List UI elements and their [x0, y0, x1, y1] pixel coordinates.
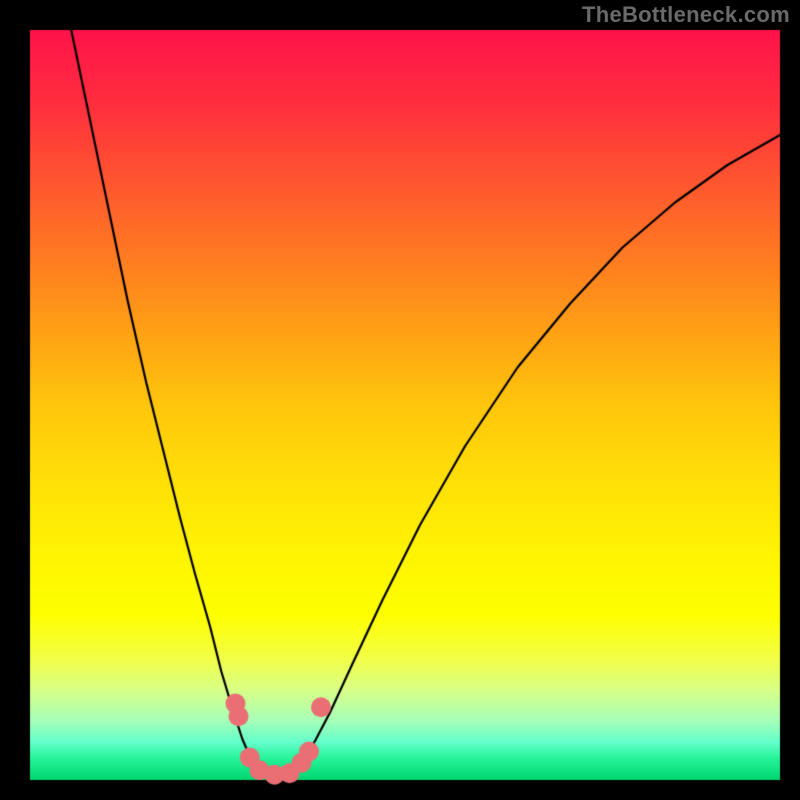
plot-canvas-wrap [0, 0, 800, 800]
watermark-text: TheBottleneck.com [582, 2, 790, 28]
bottleneck-curve-plot [0, 0, 800, 800]
chart-stage: TheBottleneck.com [0, 0, 800, 800]
